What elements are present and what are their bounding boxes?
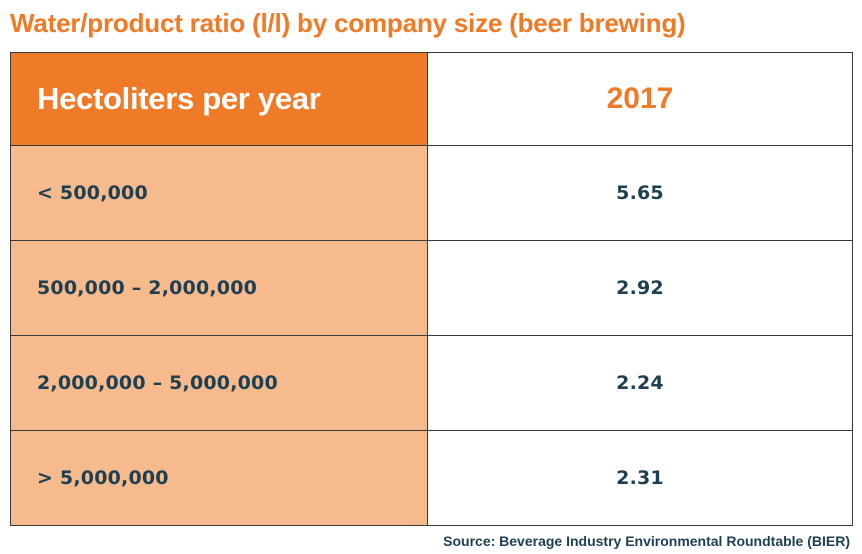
row-value: 2.31 bbox=[427, 430, 853, 526]
data-table: Hectoliters per year 2017 < 500,000 5.65… bbox=[10, 52, 853, 526]
row-value: 2.92 bbox=[427, 240, 853, 336]
chart-title: Water/product ratio (l/l) by company siz… bbox=[10, 8, 686, 38]
row-label: < 500,000 bbox=[10, 145, 428, 241]
row-label: 500,000 – 2,000,000 bbox=[10, 240, 428, 336]
source-note: Source: Beverage Industry Environmental … bbox=[443, 533, 850, 549]
table-header-row: Hectoliters per year 2017 bbox=[10, 52, 853, 146]
row-label: > 5,000,000 bbox=[10, 430, 428, 526]
table-row: 2,000,000 – 5,000,000 2.24 bbox=[10, 335, 853, 431]
row-value: 5.65 bbox=[427, 145, 853, 241]
row-value: 2.24 bbox=[427, 335, 853, 431]
column-header-size: Hectoliters per year bbox=[10, 52, 428, 146]
table-row: 500,000 – 2,000,000 2.92 bbox=[10, 240, 853, 336]
row-label: 2,000,000 – 5,000,000 bbox=[10, 335, 428, 431]
column-header-year: 2017 bbox=[427, 52, 853, 146]
table-row: > 5,000,000 2.31 bbox=[10, 430, 853, 526]
table-row: < 500,000 5.65 bbox=[10, 145, 853, 241]
